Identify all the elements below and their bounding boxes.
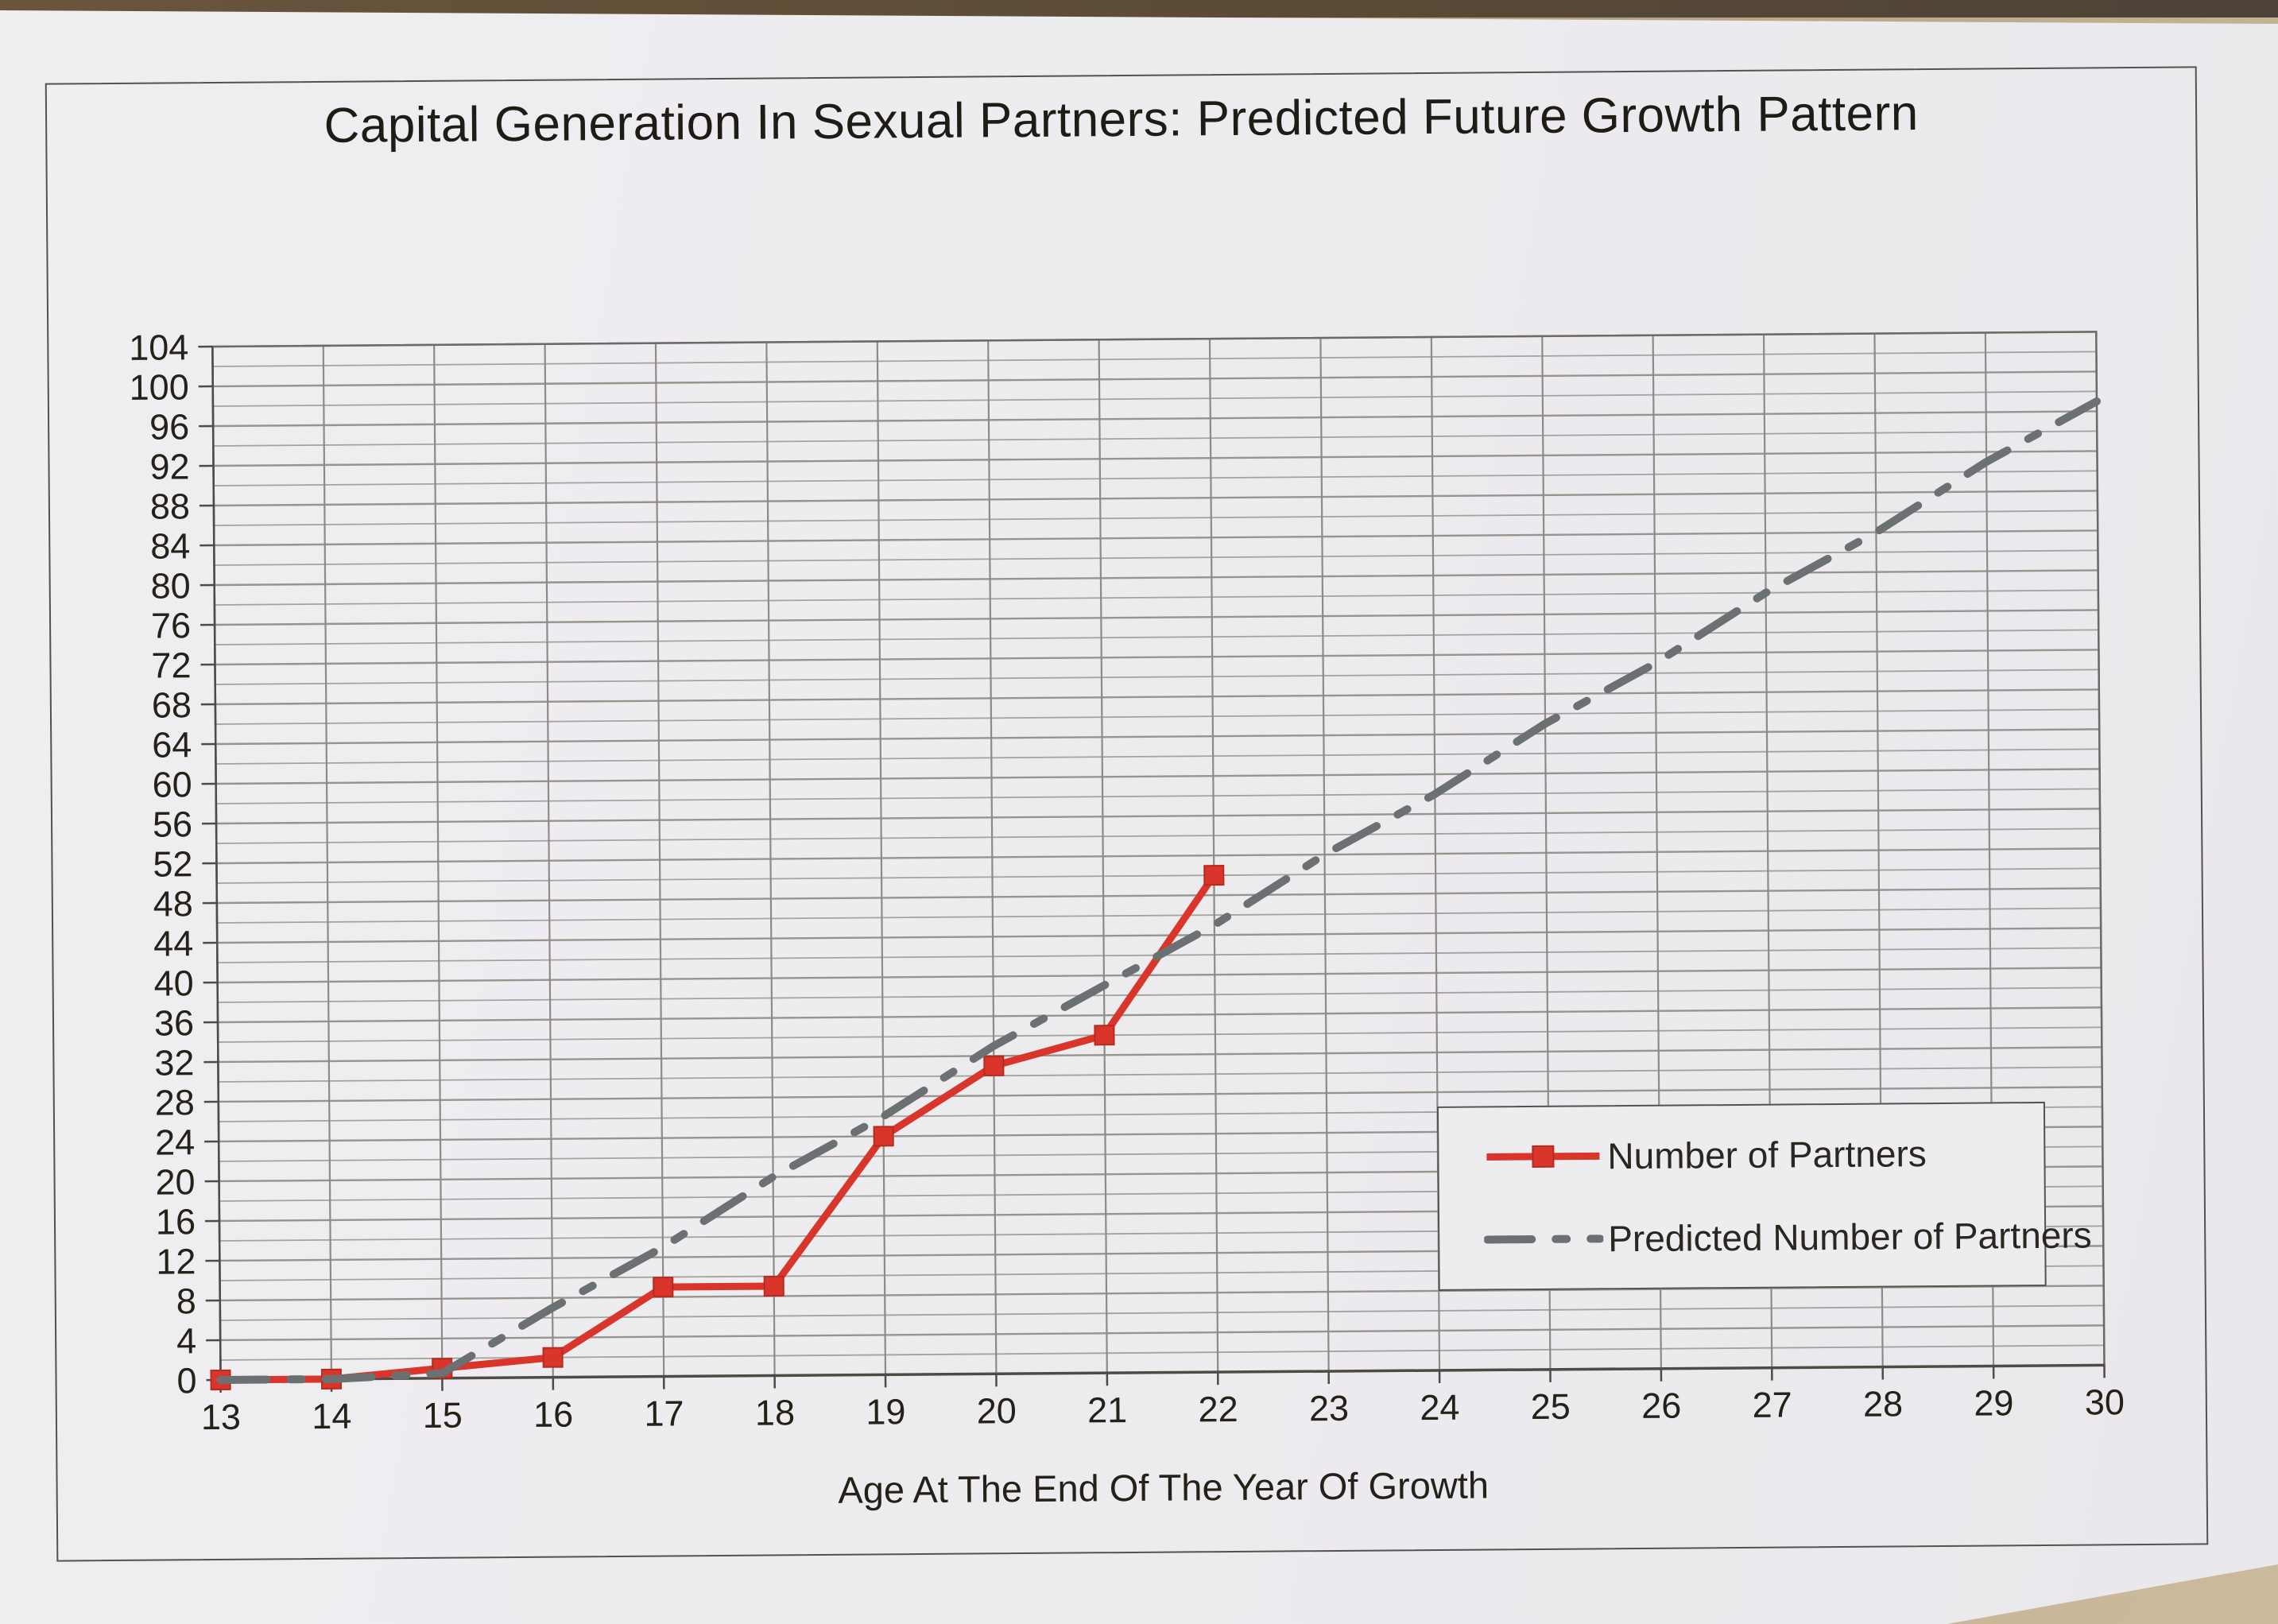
y-tick-label: 32 <box>154 1042 194 1083</box>
y-tick-label: 68 <box>152 684 192 725</box>
x-tick-label: 20 <box>977 1390 1017 1431</box>
y-tick-label: 48 <box>153 883 193 924</box>
x-tick-label: 15 <box>423 1395 463 1436</box>
y-tick-label: 92 <box>149 446 189 486</box>
y-tick-label: 80 <box>150 565 190 606</box>
x-tick-label: 22 <box>1198 1389 1238 1429</box>
x-tick-label: 24 <box>1420 1387 1459 1428</box>
series-predicted-number-of-partners <box>216 397 2101 1384</box>
y-tick-label: 8 <box>176 1281 196 1321</box>
data-point-marker <box>763 1275 785 1297</box>
x-tick-label: 18 <box>755 1392 795 1432</box>
y-tick-label: 20 <box>155 1161 195 1202</box>
y-tick-label: 36 <box>154 1002 194 1043</box>
y-tick-label: 76 <box>151 605 191 645</box>
legend-label: Predicted Number of Partners <box>1608 1214 2092 1260</box>
y-tick-label: 28 <box>155 1082 195 1122</box>
y-tick-label: 64 <box>152 724 192 765</box>
x-tick-label: 19 <box>866 1391 905 1432</box>
x-tick-label: 25 <box>1531 1386 1571 1427</box>
x-tick-labels: 13 14 15 16 17 18 19 20 21 22 23 24 25 26 27 28 29 30 <box>201 1382 2125 1437</box>
desk-background-strip <box>0 0 2278 17</box>
chart-page-border: Capital Generation In Sexual Partners: P… <box>45 66 2209 1562</box>
y-tick-label: 40 <box>153 963 193 1003</box>
y-tick-label: 84 <box>150 525 190 566</box>
x-tick-label: 29 <box>1974 1382 2013 1423</box>
y-tick-label: 24 <box>155 1122 195 1162</box>
chart-plot-area: 0481216202428323640444852566064687276808… <box>129 327 2125 1437</box>
y-tick-label: 104 <box>129 327 188 368</box>
x-tick-label: 30 <box>2085 1382 2125 1422</box>
y-axis-line <box>211 347 222 1380</box>
y-tick-label: 52 <box>153 843 192 884</box>
x-tick-label: 14 <box>312 1396 351 1436</box>
y-tick-label: 60 <box>152 764 192 804</box>
data-point-marker <box>542 1347 564 1368</box>
series-number-of-partners <box>210 865 1225 1391</box>
y-tick-label: 56 <box>153 804 192 844</box>
y-tick-label: 12 <box>156 1241 196 1281</box>
y-tick-label: 88 <box>150 486 190 526</box>
y-tick-label: 4 <box>176 1320 196 1361</box>
y-tick-label: 0 <box>176 1360 196 1401</box>
data-point-marker <box>873 1126 894 1147</box>
x-tick-label: 17 <box>644 1393 684 1433</box>
x-tick-label: 27 <box>1752 1384 1792 1424</box>
x-tick-label: 16 <box>533 1393 573 1434</box>
y-tick-label: 96 <box>149 406 189 447</box>
y-tick-labels: 0481216202428323640444852566064687276808… <box>129 327 197 1401</box>
legend-entry-predicted-number-of-partners: Predicted Number of Partners <box>1484 1214 2092 1262</box>
data-point-marker <box>1203 865 1225 886</box>
x-axis-line <box>220 1363 2105 1382</box>
legend-label: Number of Partners <box>1607 1133 1927 1177</box>
y-tick-label: 100 <box>129 366 188 408</box>
data-point-marker <box>653 1276 674 1298</box>
y-tick-label: 72 <box>151 645 191 685</box>
x-tick-label: 23 <box>1309 1388 1349 1428</box>
red-line-square-marker-swatch <box>1486 1145 1600 1169</box>
x-tick-label: 28 <box>1863 1383 1903 1424</box>
legend: Number of Partners Predicted Number of P… <box>1436 1101 2092 1291</box>
y-tick-label: 16 <box>156 1201 196 1242</box>
y-tick-label: 44 <box>153 923 193 963</box>
legend-entry-number-of-partners: Number of Partners <box>1483 1131 2044 1179</box>
axis-ticks <box>198 345 2106 1393</box>
x-tick-label: 13 <box>201 1397 241 1437</box>
gray-dash-dot-swatch <box>1484 1234 1604 1244</box>
x-tick-label: 26 <box>1641 1386 1681 1426</box>
data-point-marker <box>983 1055 1005 1076</box>
x-tick-label: 21 <box>1087 1390 1127 1430</box>
data-point-marker <box>1094 1025 1115 1046</box>
